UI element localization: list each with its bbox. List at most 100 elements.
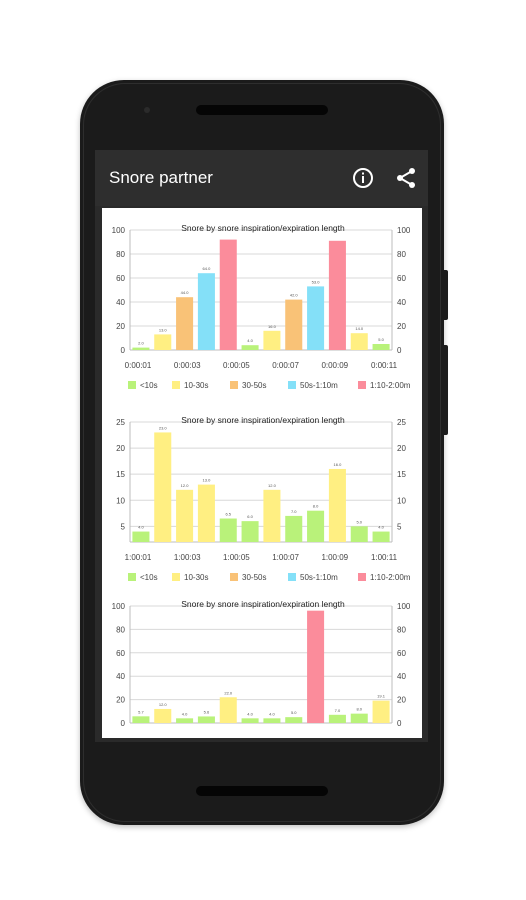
bar [328,714,346,723]
bar [197,716,215,723]
chart-title: Snore by snore inspiration/expiration le… [181,223,345,233]
y-tick-label-left: 20 [116,696,125,705]
power-button [444,270,448,320]
y-tick-label-left: 20 [116,444,125,453]
bar-value-label: 6.0 [247,514,253,519]
bar [372,344,390,350]
y-tick-label-left: 80 [116,250,125,259]
bar [132,347,150,350]
bar-value-label: 12.0 [268,483,277,488]
legend-label: 30-50s [242,381,266,390]
legend-swatch [288,381,296,389]
bottom-speaker [196,786,328,796]
bar-value-label: 4.0 [247,338,253,343]
y-tick-label-left: 60 [116,274,125,283]
bar-value-label: 16.0 [268,324,277,329]
y-tick-label-left: 100 [112,602,126,611]
x-tick-label: 0:00:11 [371,361,398,370]
y-tick-label-left: 0 [121,346,126,355]
bar-value-label: 13.0 [203,478,212,483]
y-tick-label-left: 40 [116,672,125,681]
legend-swatch [230,573,238,581]
bar-value-label: 8.0 [313,504,319,509]
bar [197,273,215,350]
bar [241,521,259,542]
bar-value-label: 8.0 [356,707,362,712]
y-tick-label-left: 15 [116,470,125,479]
top-speaker [196,105,328,115]
bar [132,716,150,723]
app-title: Snore partner [109,168,213,187]
bar-value-label: 22.0 [224,690,233,695]
legend-swatch [172,573,180,581]
y-tick-label-right: 80 [397,250,406,259]
y-tick-label-left: 60 [116,649,125,658]
x-tick-label: 0:00:01 [125,361,152,370]
bar-value-label: 42.0 [290,293,299,298]
legend-swatch [230,381,238,389]
bar-value-label: 4.0 [378,525,384,530]
y-tick-label-right: 15 [397,470,406,479]
bar [132,531,150,542]
legend-swatch [358,381,366,389]
bar-value-label: 13.0 [159,327,168,332]
x-tick-label: 0:00:09 [321,361,348,370]
y-tick-label-left: 10 [116,496,125,505]
info-icon[interactable] [351,166,375,190]
bar [197,484,215,542]
volume-button [444,345,448,435]
phone-bezel [83,83,441,822]
bar-value-label: 44.0 [181,290,190,295]
share-icon[interactable] [394,166,418,190]
bar-value-label: 5.0 [378,337,384,342]
bar [350,526,368,542]
bar [307,286,325,350]
chart-title: Snore by snore inspiration/expiration le… [181,415,345,425]
y-tick-label-left: 100 [112,226,126,235]
y-tick-label-right: 20 [397,322,406,331]
bar-value-label: 23.0 [159,425,168,430]
chart-3: 0 0 20 20 40 40 60 60 80 80 100 100 5.7 12.0 4.0 5.6 22.… [112,600,411,728]
bar [350,713,368,723]
bar-value-label: 4.0 [138,525,144,530]
bar [154,708,172,723]
charts-container[interactable]: 0 0 20 20 40 40 60 60 80 80 100 100 2.0 13.0 44.0 64.0 4… [102,208,422,738]
legend-label: 1:10-2:00m [370,381,411,390]
y-tick-label-left: 0 [121,719,126,728]
bar-value-label: 5.0 [356,519,362,524]
y-tick-label-right: 100 [397,602,411,611]
y-tick-label-left: 20 [116,322,125,331]
y-tick-label-right: 0 [397,346,402,355]
legend-label: 50s-1:10m [300,573,338,582]
bar-value-label: 5.7 [138,709,144,714]
x-tick-label: 0:00:05 [223,361,250,370]
chart-title: Snore by snore inspiration/expiration le… [181,600,345,609]
bar [263,718,281,723]
bar-value-label: 5.0 [291,710,297,715]
bar [285,515,303,542]
legend-swatch [128,573,136,581]
bar [219,697,237,723]
bar-value-label: 19.1 [377,694,386,699]
bar-value-label: 53.0 [312,279,321,284]
bar [176,718,194,723]
chart-1: 0 0 20 20 40 40 60 60 80 80 100 100 2.0 13.0 44.0 64.0 4… [112,223,411,390]
bar-value-label: 12.0 [159,702,168,707]
x-tick-label: 0:00:07 [272,361,299,370]
bar [176,489,194,542]
bar-value-label: 4.0 [247,711,253,716]
bar [219,518,237,542]
legend-label: 30-50s [242,573,266,582]
y-tick-label-right: 40 [397,298,406,307]
bar [241,345,259,350]
bar [263,489,281,542]
y-tick-label-right: 25 [397,418,406,427]
bar-value-label: 6.5 [225,512,231,517]
y-tick-label-right: 0 [397,719,402,728]
legend-label: <10s [140,381,158,390]
bar-value-label: 4.0 [182,711,188,716]
x-tick-label: 1:00:05 [223,553,250,562]
bar-value-label: 5.6 [204,709,210,714]
y-tick-label-right: 5 [397,522,402,531]
legend-swatch [128,381,136,389]
